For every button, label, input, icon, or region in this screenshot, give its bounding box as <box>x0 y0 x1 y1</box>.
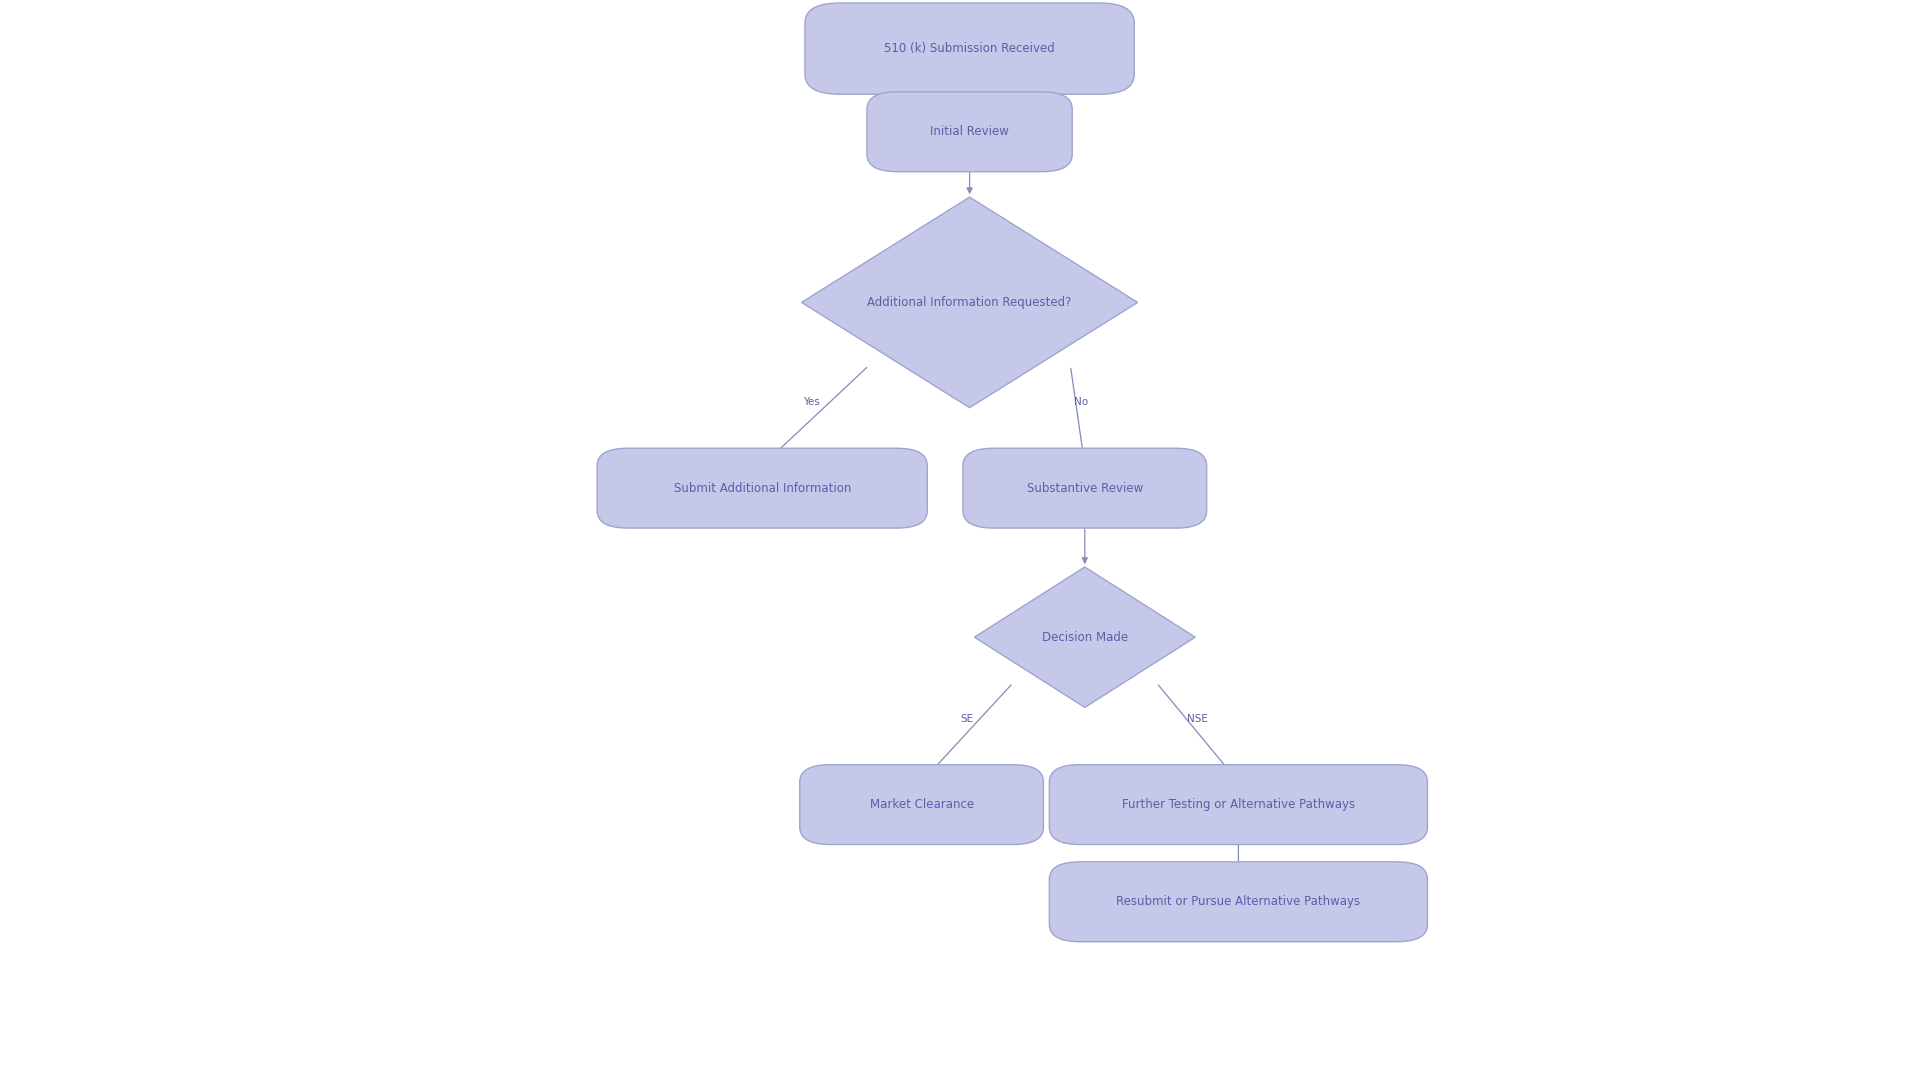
Text: Market Clearance: Market Clearance <box>870 798 973 811</box>
FancyBboxPatch shape <box>868 92 1071 172</box>
Text: NSE: NSE <box>1187 714 1208 724</box>
Text: Submit Additional Information: Submit Additional Information <box>674 482 851 495</box>
FancyBboxPatch shape <box>1050 862 1427 942</box>
Polygon shape <box>801 197 1137 408</box>
FancyBboxPatch shape <box>1050 765 1427 845</box>
Text: Further Testing or Alternative Pathways: Further Testing or Alternative Pathways <box>1121 798 1356 811</box>
Text: SE: SE <box>960 714 973 724</box>
FancyBboxPatch shape <box>801 765 1043 845</box>
Text: Substantive Review: Substantive Review <box>1027 482 1142 495</box>
Text: Decision Made: Decision Made <box>1043 631 1127 644</box>
Text: Yes: Yes <box>803 396 820 407</box>
Text: 510 (k) Submission Received: 510 (k) Submission Received <box>885 42 1054 55</box>
Polygon shape <box>973 567 1194 707</box>
Text: Initial Review: Initial Review <box>929 125 1010 138</box>
FancyBboxPatch shape <box>964 448 1206 528</box>
FancyBboxPatch shape <box>804 3 1135 94</box>
FancyBboxPatch shape <box>597 448 927 528</box>
Text: No: No <box>1075 396 1089 407</box>
Text: Resubmit or Pursue Alternative Pathways: Resubmit or Pursue Alternative Pathways <box>1116 895 1361 908</box>
Text: Additional Information Requested?: Additional Information Requested? <box>868 296 1071 309</box>
